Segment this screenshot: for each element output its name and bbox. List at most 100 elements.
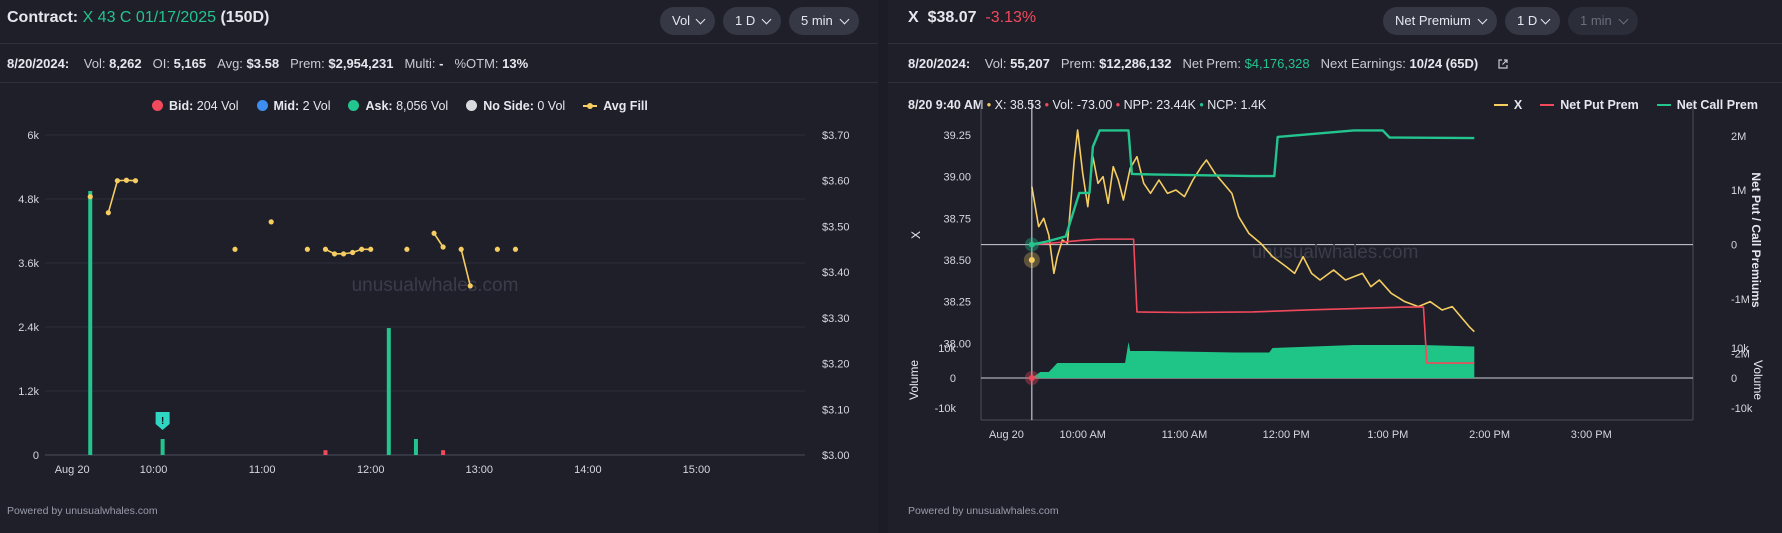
y-left-tick-label: 2.4k (18, 322, 39, 334)
avg-fill-point[interactable] (431, 230, 437, 236)
stat-label: Net Prem: (1182, 56, 1245, 71)
powered-by[interactable]: Powered by unusualwhales.com (908, 505, 1059, 517)
volume-left-axis-label: Volume (907, 360, 921, 400)
dropdown-2[interactable]: 5 min (789, 7, 859, 35)
annotation-marker[interactable]: ! (155, 412, 170, 430)
bar-ask[interactable] (386, 328, 391, 455)
dropdown-0[interactable]: Net Premium (1383, 7, 1497, 35)
dropdown-1[interactable]: 1 D (1505, 7, 1560, 35)
bar-ask[interactable] (160, 439, 165, 455)
volume-right-tick-label: -10k (1731, 403, 1753, 415)
tooltip-value: NCP: 1.4K (1207, 98, 1267, 112)
avg-fill-point[interactable] (304, 246, 310, 252)
y-left-tick-label: 6k (27, 130, 39, 142)
y-right-tick-label: $3.20 (822, 359, 850, 371)
bar-ask[interactable] (413, 439, 418, 455)
stat-value: 5,165 (173, 56, 207, 71)
stat-value: 13% (502, 56, 529, 71)
avg-fill-point[interactable] (322, 246, 329, 252)
avg-fill-point[interactable] (340, 251, 347, 257)
avg-fill-point[interactable] (268, 219, 274, 225)
avg-fill-point[interactable] (331, 251, 338, 257)
series-line-net-call-prem[interactable] (1031, 129, 1475, 246)
avg-fill-point[interactable] (404, 246, 410, 252)
volume-left-tick-label: -10k (935, 403, 957, 415)
y-left-tick-label: 38.00 (943, 338, 971, 350)
bar-ask[interactable] (88, 191, 93, 455)
stat-label: Multi: (404, 56, 440, 71)
x-tick-label: Aug 20 (55, 464, 90, 476)
flag-icon (155, 412, 170, 430)
chart-legend: X Net Put Prem Net Call Prem (1493, 98, 1776, 112)
chart-legend: Bid: 204 Vol Mid: 2 Vol Ask: 8,056 Vol No S… (152, 99, 666, 113)
annotation-label: ! (161, 416, 164, 427)
avg-fill-point[interactable] (494, 246, 500, 252)
legend-label: Avg Fill (603, 99, 648, 113)
powered-by[interactable]: Powered by unusualwhales.com (7, 505, 158, 517)
y-right-tick-label: 0 (1731, 240, 1737, 252)
x-tick-label: 3:00 PM (1571, 429, 1612, 441)
ticker-symbol[interactable]: X (908, 9, 919, 26)
watermark: unusualwhales.com (352, 275, 519, 296)
legend-label: Net Call Prem (1676, 98, 1758, 112)
stat-item: Vol: 8,262 (84, 56, 142, 71)
stat-value: $12,286,132 (1099, 56, 1172, 71)
stat-item: Next Earnings: 10/24 (65D) (1321, 56, 1479, 71)
avg-fill-point[interactable] (440, 244, 446, 250)
external-link-icon[interactable] (1498, 59, 1508, 69)
legend-item[interactable]: Bid: 204 Vol (152, 99, 239, 113)
legend-item[interactable]: Avg Fill (583, 99, 648, 113)
legend-item[interactable]: Ask: 8,056 Vol (348, 99, 448, 113)
legend-item[interactable]: Mid: 2 Vol (256, 99, 330, 113)
legend-item[interactable]: No Side: 0 Vol (466, 99, 565, 113)
ticker-change: -3.13% (985, 9, 1037, 26)
legend-swatch (1493, 104, 1508, 106)
dropdown-1[interactable]: 1 D (723, 7, 781, 35)
y-right-tick-label: -2M (1731, 348, 1750, 360)
avg-fill-point[interactable] (467, 283, 473, 289)
avg-fill-point[interactable] (359, 246, 365, 252)
legend-item[interactable]: Net Put Prem (1540, 98, 1639, 112)
avg-fill-point[interactable] (123, 177, 130, 183)
x-tick-label: 2:00 PM (1469, 429, 1510, 441)
avg-fill-point[interactable] (87, 194, 93, 200)
avg-fill-point[interactable] (350, 249, 356, 256)
avg-fill-point[interactable] (368, 246, 374, 252)
volume-area[interactable] (1031, 342, 1475, 378)
avg-fill-point[interactable] (132, 178, 139, 184)
stat-label: OI: (152, 56, 174, 71)
avg-fill-point[interactable] (105, 210, 111, 216)
legend-item[interactable]: X (1493, 98, 1522, 112)
contract-header: Contract: X 43 C 01/17/2025 (150D) Vol 1 … (0, 0, 878, 44)
avg-fill-point[interactable] (458, 246, 464, 252)
ticker-premium-chart: 38.00 38.25 38.50 38.75 39.00 39.25 -2M -1M 0 1M 2… (907, 100, 1765, 441)
y-right-tick-label: 2M (1731, 131, 1746, 143)
volume-left-tick-label: 10k (938, 343, 956, 355)
x-tick-label: 10:00 AM (1059, 429, 1105, 441)
avg-fill-point[interactable] (232, 246, 238, 252)
stat-value: $4,176,328 (1244, 56, 1310, 71)
bar-bid[interactable] (441, 450, 446, 455)
ticker-stats-bar: 8/20/2024: Vol: 55,207 Prem: $12,286,132 N… (888, 45, 1782, 83)
volume-right-axis-label: Volume (1751, 360, 1765, 400)
crosshair-point-call (1028, 241, 1035, 248)
dropdown-label: 1 min (1580, 13, 1612, 28)
x-tick-label: 11:00 AM (1162, 429, 1208, 441)
legend-value: 204 Vol (196, 99, 239, 113)
legend-label: Bid: (169, 99, 197, 113)
stat-label: Next Earnings: (1320, 56, 1410, 71)
series-line-x[interactable] (1031, 129, 1475, 333)
dropdown-0[interactable]: Vol (660, 7, 715, 35)
avg-fill-point[interactable] (114, 178, 120, 184)
y-left-tick-label: 38.25 (943, 297, 971, 309)
y-left-tick-label: 39.00 (943, 172, 971, 184)
legend-item[interactable]: Net Call Prem (1656, 98, 1758, 112)
series-line-net-put-prem[interactable] (1031, 238, 1475, 364)
avg-fill-point[interactable] (512, 246, 519, 252)
legend-value: 8,056 Vol (396, 99, 449, 113)
contract-symbol[interactable]: X 43 C 01/17/2025 (82, 9, 216, 26)
y-right-axis-label: Net Put / Call Premiums (1749, 172, 1763, 308)
y-right-tick-label: $3.70 (822, 130, 850, 142)
crosshair-point-price (1028, 257, 1035, 263)
bar-bid[interactable] (323, 450, 328, 455)
